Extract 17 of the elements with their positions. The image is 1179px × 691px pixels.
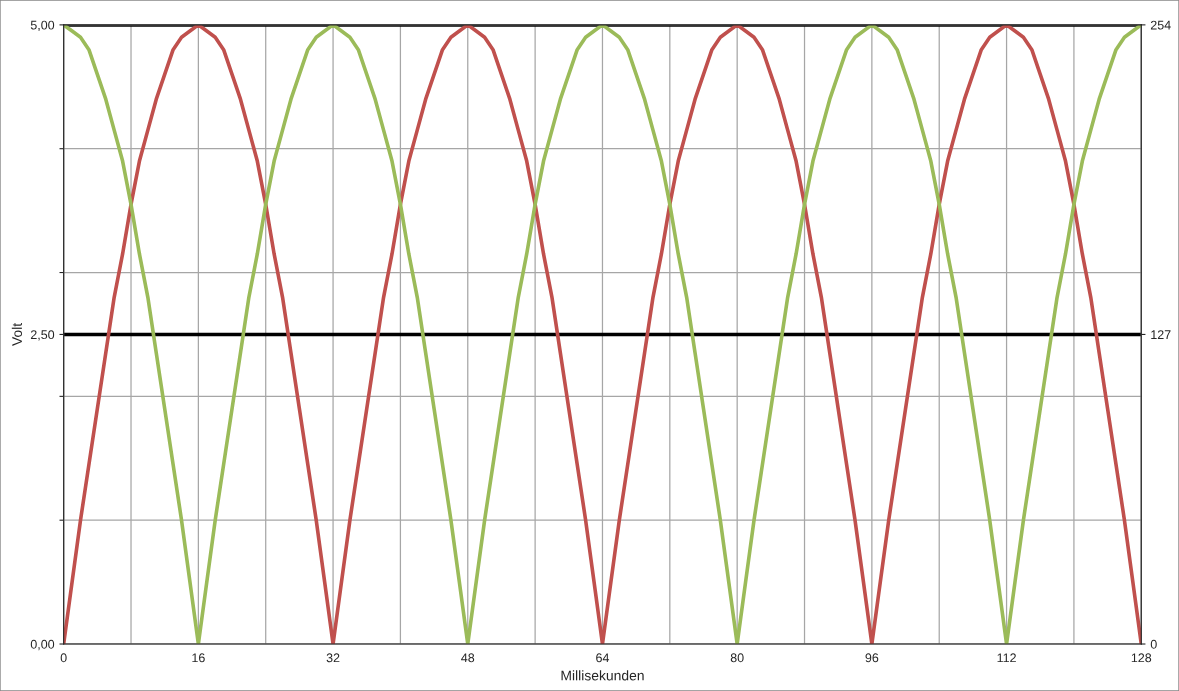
y-tick-label: 0,00 [30,639,55,651]
x-tick-label: 112 [997,653,1016,663]
y-tick-label: 2,50 [30,330,55,341]
y2-tick-label: 254 [1150,20,1171,30]
x-tick-label: 48 [461,653,475,663]
y-axis-title: Volt [11,322,23,346]
x-axis-title: Millisekunden [561,670,644,681]
x-tick-label: 32 [326,653,340,663]
x-tick-label: 16 [192,653,205,663]
x-tick-label: 80 [730,653,744,663]
x-tick-label: 96 [865,653,879,663]
y2-tick-label: 127 [1151,330,1171,339]
x-tick-label: 0 [60,653,67,663]
y-tick-label: 5,00 [30,20,55,31]
x-tick-label: 128 [1131,653,1152,663]
x-tick-label: 64 [596,653,610,663]
y2-tick-label: 0 [1150,639,1157,649]
